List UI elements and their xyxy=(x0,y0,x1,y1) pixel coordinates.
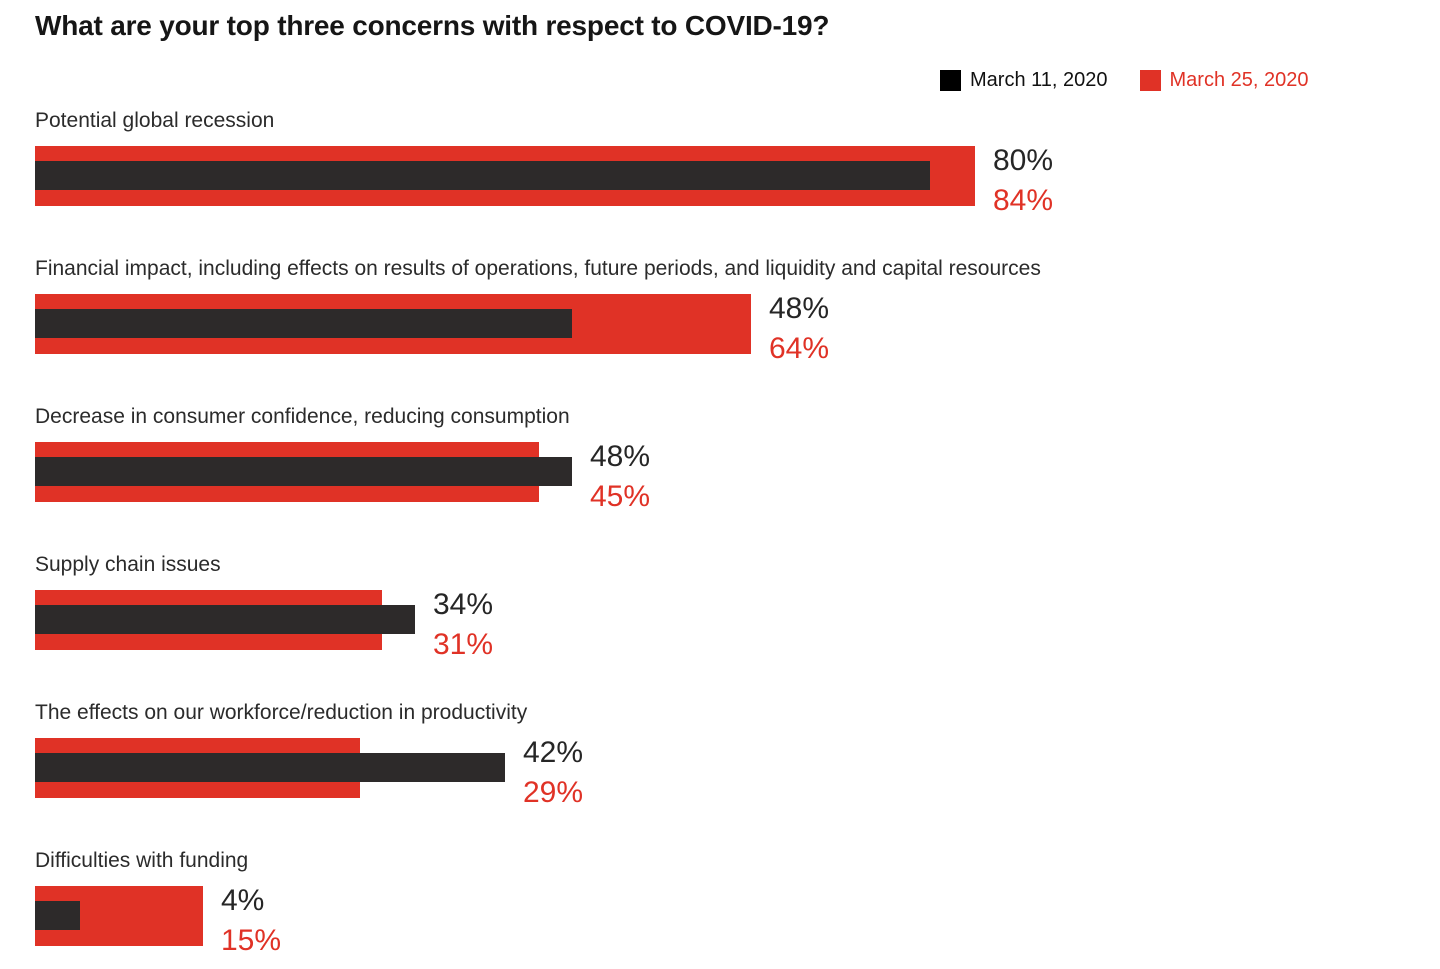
bar-march-11 xyxy=(35,901,80,930)
legend-item-march-11: March 11, 2020 xyxy=(940,69,1108,92)
value-label-march-25: 45% xyxy=(590,480,651,513)
value-label-march-11: 48% xyxy=(769,292,830,325)
category-label: Potential global recession xyxy=(35,109,275,132)
category-label: Difficulties with funding xyxy=(35,849,249,872)
bar-pair: 48% 64% xyxy=(35,292,1415,365)
category-label: Financial impact, including effects on r… xyxy=(35,257,1041,280)
bar-pair: 48% 45% xyxy=(35,440,1415,513)
value-label-march-11: 80% xyxy=(993,144,1054,177)
bar-pair: 4% 15% xyxy=(35,884,1415,957)
value-label-march-11: 42% xyxy=(523,736,584,769)
category-label: Decrease in consumer confidence, reducin… xyxy=(35,405,570,428)
value-labels: 48% 45% xyxy=(590,437,650,517)
legend-label-march-11: March 11, 2020 xyxy=(970,69,1108,91)
value-labels: 34% 31% xyxy=(433,585,493,665)
chart-legend: March 11, 2020 March 25, 2020 xyxy=(940,69,1308,92)
bar-group-consumer-confidence: Decrease in consumer confidence, reducin… xyxy=(35,405,1415,525)
value-label-march-11: 4% xyxy=(221,884,265,917)
value-labels: 42% 29% xyxy=(523,733,583,813)
value-label-march-25: 31% xyxy=(433,628,494,661)
value-labels: 80% 84% xyxy=(993,141,1053,221)
legend-item-march-25: March 25, 2020 xyxy=(1139,69,1309,92)
value-label-march-11: 48% xyxy=(590,440,651,473)
bar-march-11 xyxy=(35,753,505,782)
value-label-march-25: 29% xyxy=(523,776,584,809)
bar-march-11 xyxy=(35,309,572,338)
category-label: Supply chain issues xyxy=(35,553,221,576)
bar-pair: 34% 31% xyxy=(35,588,1415,661)
chart-title: What are your top three concerns with re… xyxy=(35,10,830,41)
value-label-march-25: 84% xyxy=(993,184,1054,217)
legend-swatch-march-11-icon xyxy=(940,70,961,91)
bar-group-supply-chain: Supply chain issues 34% 31% xyxy=(35,553,1415,673)
value-label-march-11: 34% xyxy=(433,588,494,621)
legend-swatch-march-25-icon xyxy=(1139,70,1161,91)
bar-pair: 80% 84% xyxy=(35,144,1415,217)
bar-march-11 xyxy=(35,605,415,634)
bar-group-financial-impact: Financial impact, including effects on r… xyxy=(35,257,1415,377)
bar-march-11 xyxy=(35,161,930,190)
category-label: The effects on our workforce/reduction i… xyxy=(35,701,528,724)
bar-pair: 42% 29% xyxy=(35,736,1415,809)
bar-march-11 xyxy=(35,457,572,486)
value-labels: 48% 64% xyxy=(769,289,829,369)
legend-label-march-25: March 25, 2020 xyxy=(1169,69,1309,91)
value-label-march-25: 15% xyxy=(221,924,282,957)
bar-group-difficulties-funding: Difficulties with funding 4% 15% xyxy=(35,849,1415,969)
value-label-march-25: 64% xyxy=(769,332,830,365)
bar-group-potential-global-recession: Potential global recession 80% 84% xyxy=(35,109,1415,229)
bar-group-workforce-productivity: The effects on our workforce/reduction i… xyxy=(35,701,1415,821)
value-labels: 4% 15% xyxy=(221,881,281,961)
